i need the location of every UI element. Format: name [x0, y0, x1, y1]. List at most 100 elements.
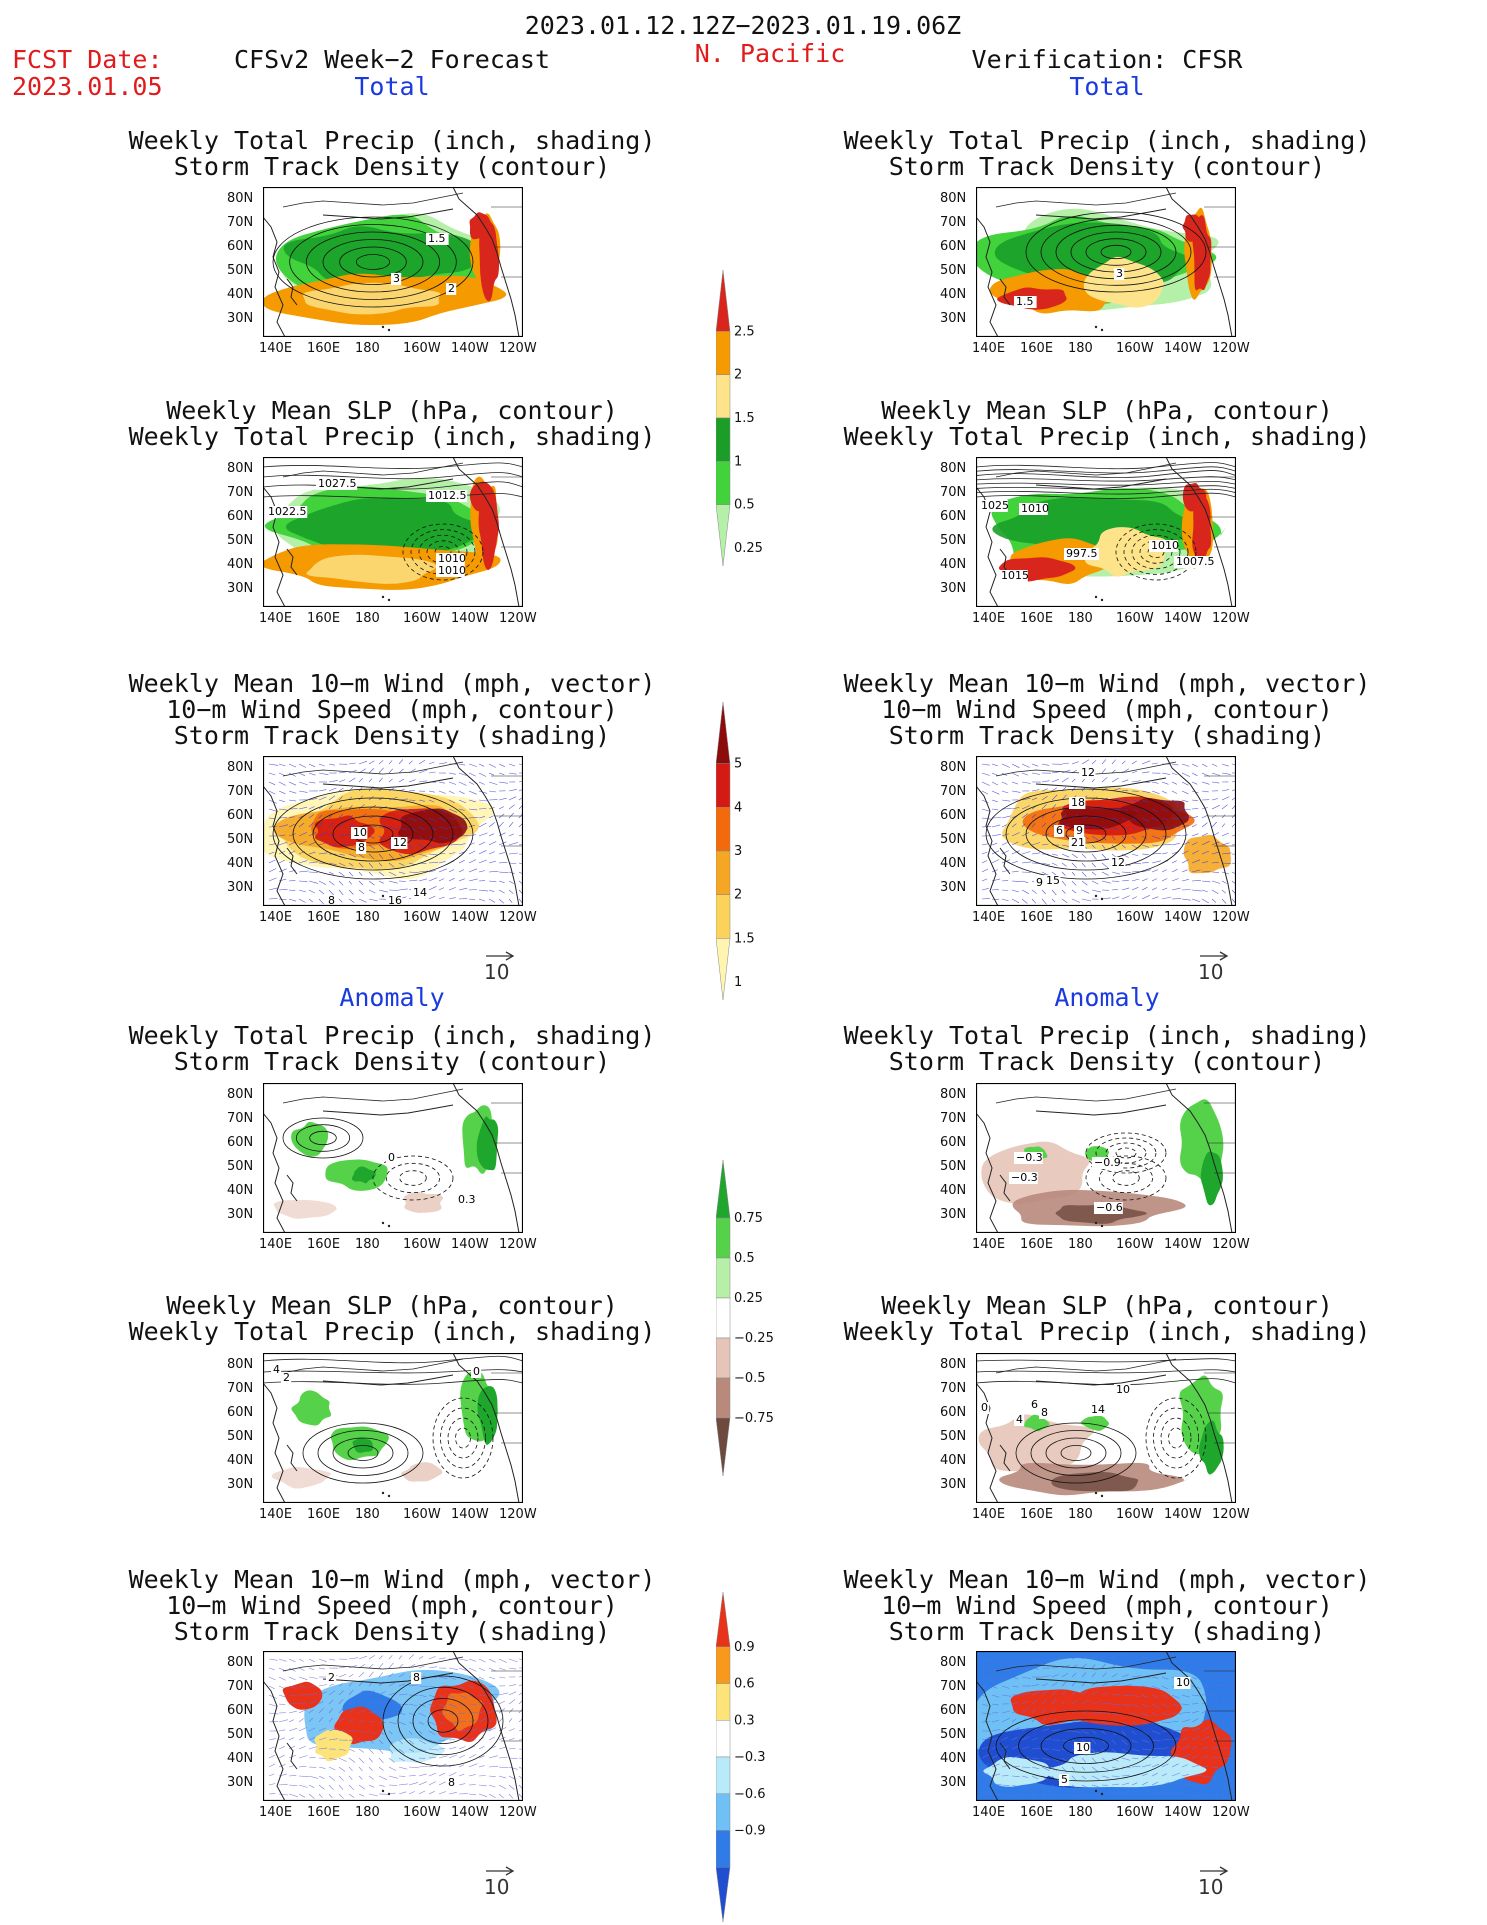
lon-tick-label: 160W: [1116, 341, 1154, 356]
contour-label-bg: [1054, 825, 1065, 837]
forecast-map-t1[interactable]: 1.5 3 2: [262, 186, 524, 338]
lon-tick-label: 140E: [972, 910, 1006, 925]
lat-tick-label: 70N: [940, 784, 967, 799]
contour-label-bg: [456, 1194, 479, 1206]
colorbar-swatch: [715, 374, 731, 419]
lat-tick-label: 60N: [227, 808, 254, 823]
lat-tick-label: 40N: [940, 1453, 967, 1468]
contour-label-bg: [411, 887, 428, 899]
lat-tick-label: 50N: [940, 832, 967, 847]
contour-label-bg: [1094, 1202, 1123, 1214]
colorbar-svg: 0.75 0.5 0.25 −0.25 −0.5 −0.75: [715, 1159, 774, 1477]
contour-label: 12: [1081, 766, 1095, 779]
contour-label: 0: [981, 1401, 988, 1414]
lat-tick-label: 70N: [227, 1679, 254, 1694]
lon-tick-label: 160W: [1116, 611, 1154, 626]
lat-tick-label: 50N: [227, 533, 254, 548]
reference-arrow-icon: [486, 951, 515, 961]
panel-title-line: Weekly Total Precip (inch, shading): [128, 1317, 656, 1346]
vector-reference-forecast-total: 10: [484, 951, 515, 984]
vector-reference-value: 10: [484, 1875, 510, 1899]
lon-tick-label: 140E: [972, 611, 1006, 626]
contour-label: 0.3: [458, 1193, 476, 1206]
lon-tick-label: 120W: [1212, 1507, 1250, 1522]
lat-tick-label: 80N: [940, 760, 967, 775]
map-frame: [262, 755, 524, 907]
lat-tick-label: 80N: [940, 191, 967, 206]
contour-label: 8: [328, 894, 335, 906]
contour-label-bg: [1089, 1404, 1106, 1416]
lon-tick-label: 160E: [307, 341, 341, 356]
lat-tick-label: 80N: [940, 1357, 967, 1372]
map-frame: [262, 1650, 524, 1802]
lon-tick-label: 160E: [307, 910, 341, 925]
lat-tick-label: 80N: [940, 1087, 967, 1102]
contour-label: 6: [1031, 1398, 1038, 1411]
lat-tick-label: 70N: [940, 215, 967, 230]
contour-label: 1015: [1001, 569, 1029, 582]
lon-tick-label: 180: [355, 1237, 380, 1252]
lon-tick-label: 140W: [1164, 1805, 1202, 1820]
verification-map-a2[interactable]: 0 6 8 4 10 14: [975, 1352, 1237, 1504]
contour-label-bg: [436, 553, 465, 565]
contour-label-bg: [1092, 1157, 1121, 1169]
lon-tick-label: 160E: [307, 1507, 341, 1522]
reference-arrow-icon: [486, 1866, 515, 1876]
forecast-map-a3[interactable]: 2 8 8: [262, 1650, 529, 1802]
colorbar-swatch: [715, 1337, 731, 1379]
map-frame: [262, 456, 524, 608]
lat-tick-label: 60N: [940, 808, 967, 823]
contour-label-bg: [391, 273, 402, 285]
colorbar-label: −0.9: [734, 1824, 766, 1839]
contour-label-bg: [266, 506, 308, 518]
lat-tick-label: 30N: [940, 581, 967, 596]
lat-tick-label: 80N: [227, 760, 254, 775]
vector-reference-verification-total: 10: [1198, 951, 1229, 984]
colorbar-label: 0.9: [734, 1640, 755, 1655]
contour-label: 3: [393, 272, 400, 285]
map-frame: [262, 1352, 524, 1504]
colorbar-swatch: [715, 1417, 731, 1477]
contour-label-bg: [446, 283, 457, 295]
lon-tick-label: 140W: [1164, 611, 1202, 626]
verification-map-a1[interactable]: −0.3 −0.9 −0.3 −0.6: [975, 1082, 1237, 1234]
contour-label: 16: [388, 894, 402, 906]
colorbar-label: 3: [734, 844, 742, 859]
map-svg: 10 10 5: [969, 1650, 1242, 1802]
verification-map-a3[interactable]: 10 10 5: [969, 1650, 1242, 1802]
contour-label-bg: [1174, 1677, 1191, 1689]
lon-tick-label: 120W: [1212, 1237, 1250, 1252]
contour-label-bg: [471, 1366, 482, 1378]
lat-tick-label: 60N: [940, 509, 967, 524]
lat-tick-label: 40N: [227, 856, 254, 871]
map-svg: 42 0: [262, 1352, 524, 1504]
colorbar-swatch: [715, 1591, 731, 1647]
lat-tick-label: 30N: [227, 581, 254, 596]
lat-tick-label: 40N: [940, 557, 967, 572]
panel-title-line: Weekly Total Precip (inch, shading): [128, 126, 656, 155]
verification-map-t2[interactable]: 1025 1010 997.5 1010 1007.5 1015: [975, 456, 1237, 608]
lon-tick-label: 140E: [972, 1805, 1006, 1820]
contour-label-bg: [1074, 825, 1085, 837]
forecast-map-t3[interactable]: 10 8 12 16 14 8: [259, 755, 528, 907]
panel-title-line: Storm Track Density (contour): [888, 1047, 1326, 1076]
verification-map-t3[interactable]: 12 18 6 9 21 12 15 9: [975, 755, 1242, 907]
contour-label: 14: [1091, 1403, 1105, 1416]
lon-tick-label: 120W: [1212, 910, 1250, 925]
forecast-map-a1[interactable]: 0 0.3: [262, 1082, 524, 1234]
verification-map-t1[interactable]: 3 1.5: [971, 186, 1237, 338]
contour-label-bg: [356, 842, 367, 854]
contour-label-bg: [1114, 1384, 1131, 1396]
forecast-map-t2[interactable]: 1027.5 1022.5 1012.5 1010 1010: [260, 456, 524, 608]
colorbar-svg: 0.9 0.6 0.3 −0.3 −0.6 −0.9: [715, 1591, 766, 1923]
colorbar-swatch: [715, 1683, 731, 1721]
contour-label: 997.5: [1066, 547, 1098, 560]
panel-title-line: 10−m Wind Speed (mph, contour): [881, 1591, 1333, 1620]
lat-tick-label: 40N: [227, 287, 254, 302]
colorbar-total_precip: 2.5 2 1.5 1 0.5 0.25: [715, 268, 806, 568]
lat-tick-label: 30N: [227, 1775, 254, 1790]
lat-tick-label: 60N: [940, 1703, 967, 1718]
colorbar-label: 0.5: [734, 1251, 755, 1266]
lon-tick-label: 160W: [1116, 1805, 1154, 1820]
